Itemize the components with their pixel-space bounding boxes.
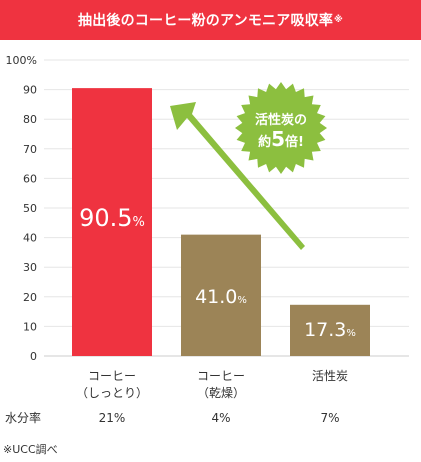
x-category-label: 活性炭 [312, 369, 348, 383]
starburst-badge [235, 82, 327, 174]
y-tick-label: 90 [23, 84, 37, 97]
data-label: 17.3% [304, 319, 356, 341]
data-label-value: 90.5 [79, 204, 132, 232]
x-category-label: （しっとり） [76, 386, 148, 400]
y-tick-label: 70 [23, 143, 37, 156]
x-category-label: （乾燥） [197, 386, 245, 400]
moisture-value: 7% [320, 411, 339, 425]
y-tick-label: 20 [23, 291, 37, 304]
chart-area: 0 10 20 30 40 50 60 70 80 90 100% 90.5% コーヒー （しっとり） 21… [0, 40, 421, 432]
badge-prefix: 約 [258, 134, 271, 150]
data-label-value: 41.0 [195, 286, 237, 308]
y-tick-label: 50 [23, 202, 37, 215]
y-tick-label: 0 [30, 350, 37, 363]
moisture-value: 4% [211, 411, 230, 425]
y-tick-label: 100% [6, 54, 37, 67]
data-label: 41.0% [195, 286, 247, 308]
y-tick-label: 60 [23, 172, 37, 185]
badge-text-line1: 活性炭の [255, 112, 307, 128]
y-tick-label: 30 [23, 261, 37, 274]
chart-title-bar: 抽出後のコーヒー粉のアンモニア吸収率 ※ [0, 0, 421, 40]
bar [290, 304, 370, 356]
bar-chart: 0 10 20 30 40 50 60 70 80 90 100% 90.5% コーヒー （しっとり） 21… [5, 54, 409, 425]
comparison-arrow [170, 102, 305, 250]
data-label-unit: % [237, 295, 247, 306]
badge-text-line2: 約5倍! [258, 127, 304, 151]
source-footnote: ※UCC調べ [3, 443, 58, 456]
data-label-unit: % [346, 328, 356, 339]
bar [72, 88, 152, 356]
bar [181, 234, 261, 356]
moisture-label: 水分率 [5, 410, 41, 425]
data-label-unit: % [133, 215, 145, 230]
x-category-label: コーヒー [197, 369, 245, 383]
x-category-label: コーヒー [88, 369, 136, 383]
data-label-value: 17.3 [304, 319, 346, 341]
moisture-value: 21% [99, 411, 126, 425]
chart-title: 抽出後のコーヒー粉のアンモニア吸収率 [78, 13, 334, 29]
title-footnote-mark: ※ [334, 15, 343, 25]
badge-number: 5 [271, 127, 285, 151]
data-label: 90.5% [79, 204, 145, 232]
y-tick-label: 10 [23, 320, 37, 333]
y-tick-label: 40 [23, 232, 37, 245]
y-tick-label: 80 [23, 113, 37, 126]
badge-suffix: 倍! [285, 134, 304, 150]
